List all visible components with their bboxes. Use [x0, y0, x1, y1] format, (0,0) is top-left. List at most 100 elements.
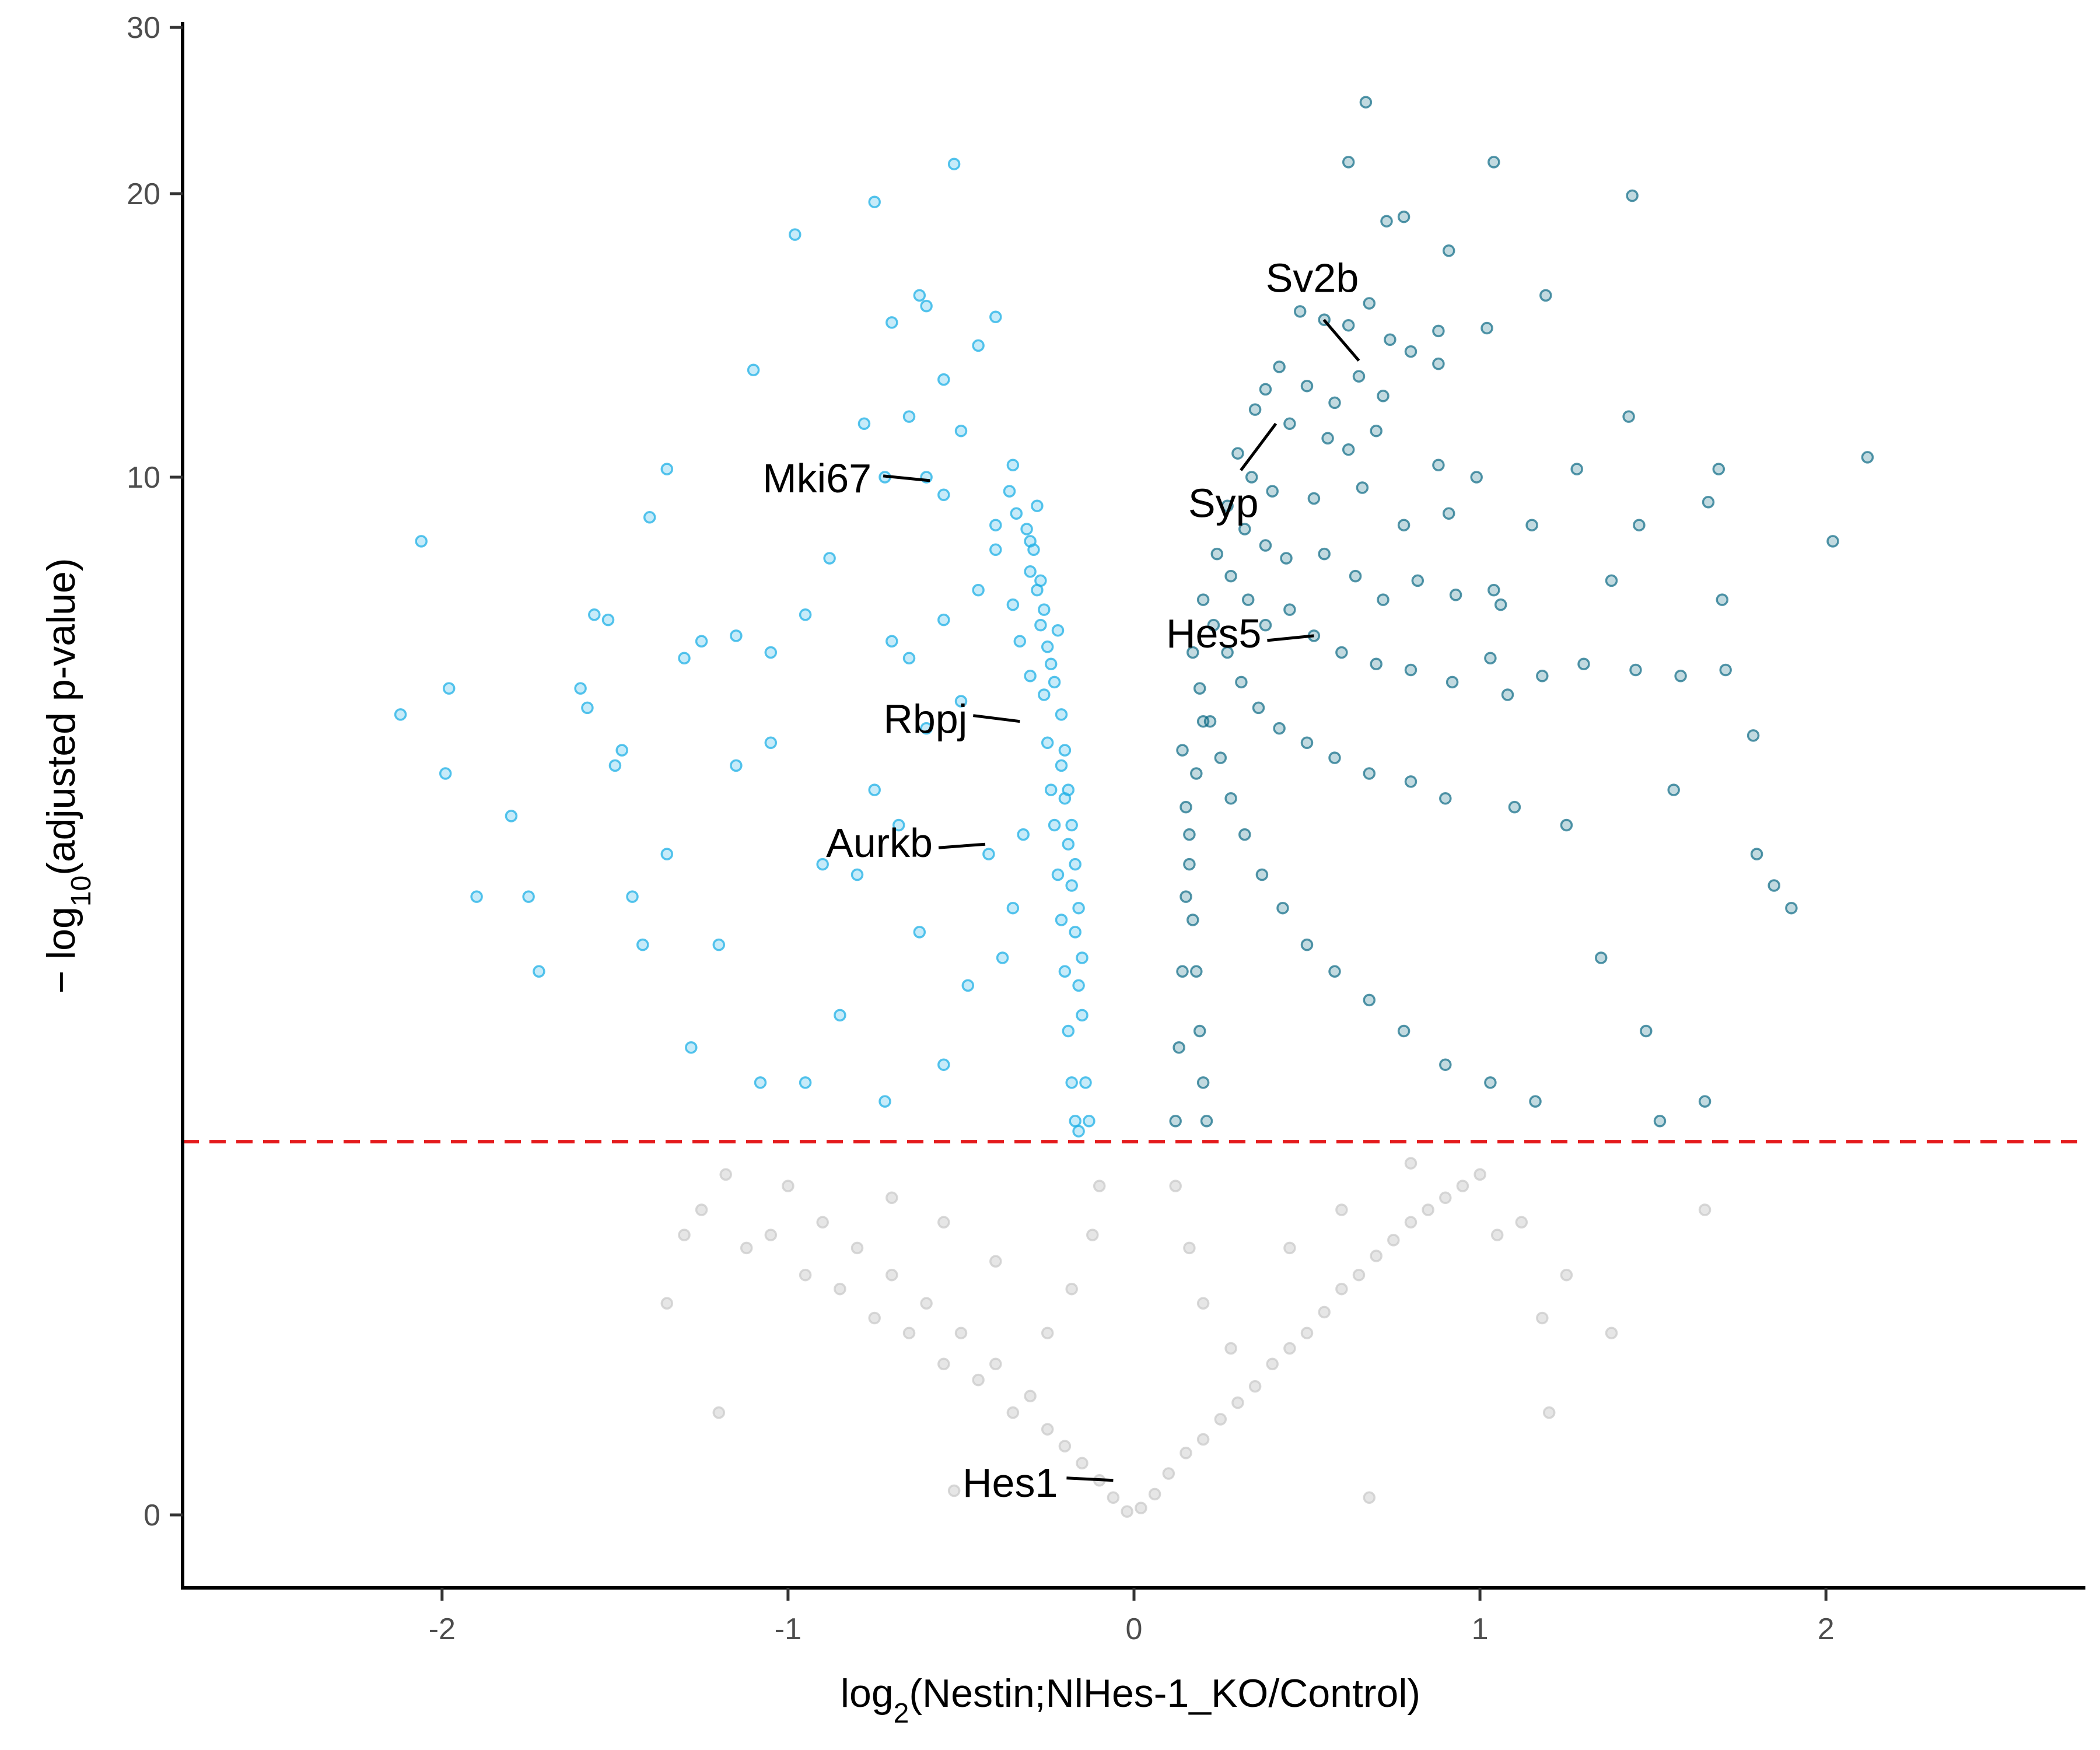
point-up	[1349, 569, 1362, 583]
point-down	[920, 722, 933, 735]
point-up	[1238, 828, 1251, 841]
point-not-significant	[1214, 1413, 1227, 1426]
point-up	[1746, 729, 1760, 742]
point-up	[1560, 818, 1573, 832]
point-down	[685, 1041, 698, 1054]
point-not-significant	[1196, 1297, 1210, 1310]
point-down	[937, 488, 950, 502]
point-up	[1501, 688, 1514, 701]
point-not-significant	[678, 1228, 691, 1241]
point-up	[1193, 1024, 1206, 1038]
point-not-significant	[740, 1241, 753, 1255]
point-not-significant	[660, 1297, 674, 1310]
point-up	[1397, 1024, 1410, 1038]
point-up	[1411, 574, 1424, 587]
point-up	[1404, 345, 1418, 358]
point-down	[1076, 951, 1088, 964]
point-down	[1051, 624, 1065, 637]
point-up	[1484, 1076, 1497, 1089]
point-down	[1041, 640, 1054, 653]
point-up	[1180, 890, 1192, 903]
point-down	[1048, 676, 1061, 689]
point-down	[754, 1076, 767, 1089]
point-not-significant	[902, 1326, 916, 1339]
point-not-significant	[1352, 1268, 1366, 1282]
point-down	[892, 818, 905, 832]
point-up	[1785, 901, 1798, 915]
point-up	[1190, 767, 1203, 780]
point-down	[920, 299, 933, 313]
point-down	[1079, 1076, 1092, 1089]
point-down	[1069, 1115, 1082, 1128]
point-not-significant	[868, 1311, 881, 1325]
point-up	[1221, 499, 1234, 512]
point-down	[868, 783, 881, 796]
gene-label-connector	[883, 474, 930, 482]
point-down	[660, 848, 674, 860]
x-tick-label: 2	[1818, 1612, 1835, 1646]
point-up	[1300, 736, 1314, 750]
point-up	[1480, 321, 1493, 335]
point-up	[1719, 663, 1732, 677]
point-down	[823, 552, 836, 565]
point-up	[1539, 289, 1552, 302]
point-up	[1276, 901, 1289, 915]
point-down	[764, 646, 778, 659]
point-up	[1363, 767, 1376, 780]
gene-label-connector	[972, 714, 1020, 723]
point-not-significant	[1180, 1447, 1192, 1460]
point-down	[1072, 1125, 1085, 1138]
point-up	[1768, 879, 1780, 892]
point-up	[1470, 471, 1483, 484]
point-up	[1508, 800, 1521, 814]
gene-label-aurkb: Aurkb	[826, 820, 933, 866]
point-up	[1397, 519, 1410, 531]
point-up	[1259, 539, 1272, 552]
point-down	[902, 410, 916, 423]
point-up	[1241, 593, 1255, 606]
point-up	[1224, 569, 1237, 583]
point-up	[1328, 965, 1341, 978]
point-not-significant	[1515, 1216, 1528, 1229]
point-up	[1432, 357, 1445, 370]
point-up	[1529, 1095, 1542, 1108]
point-not-significant	[1283, 1241, 1296, 1255]
point-up	[1439, 1058, 1452, 1071]
point-down	[1076, 1009, 1088, 1022]
point-up	[1626, 189, 1639, 202]
point-down	[1083, 1115, 1096, 1128]
point-up	[1861, 451, 1874, 464]
point-up	[1300, 938, 1314, 951]
point-up	[1384, 333, 1396, 346]
point-down	[868, 195, 881, 208]
point-up	[1221, 646, 1234, 659]
point-not-significant	[1135, 1502, 1147, 1514]
point-not-significant	[972, 1373, 985, 1387]
point-up	[1183, 828, 1196, 841]
point-up	[1750, 848, 1763, 860]
point-down	[1058, 744, 1072, 757]
point-up	[1210, 547, 1224, 561]
point-up	[1342, 318, 1355, 332]
point-up	[1196, 1076, 1210, 1089]
point-up	[1653, 1115, 1667, 1128]
point-up	[1363, 993, 1376, 1007]
point-not-significant	[834, 1282, 846, 1296]
gene-label-connector	[1066, 1476, 1114, 1482]
point-down	[972, 583, 985, 597]
point-up	[1180, 800, 1192, 814]
point-not-significant	[1169, 1180, 1182, 1192]
point-up	[1245, 471, 1258, 484]
point-down	[1069, 858, 1082, 871]
point-up	[1488, 583, 1500, 597]
point-down	[730, 759, 743, 772]
point-not-significant	[1404, 1157, 1418, 1170]
point-not-significant	[1121, 1505, 1133, 1518]
point-up	[1442, 507, 1455, 520]
gene-label-connector	[1322, 318, 1360, 362]
point-not-significant	[989, 1255, 1002, 1268]
point-down	[533, 965, 545, 978]
point-up	[1183, 858, 1196, 871]
point-up	[1667, 783, 1680, 796]
